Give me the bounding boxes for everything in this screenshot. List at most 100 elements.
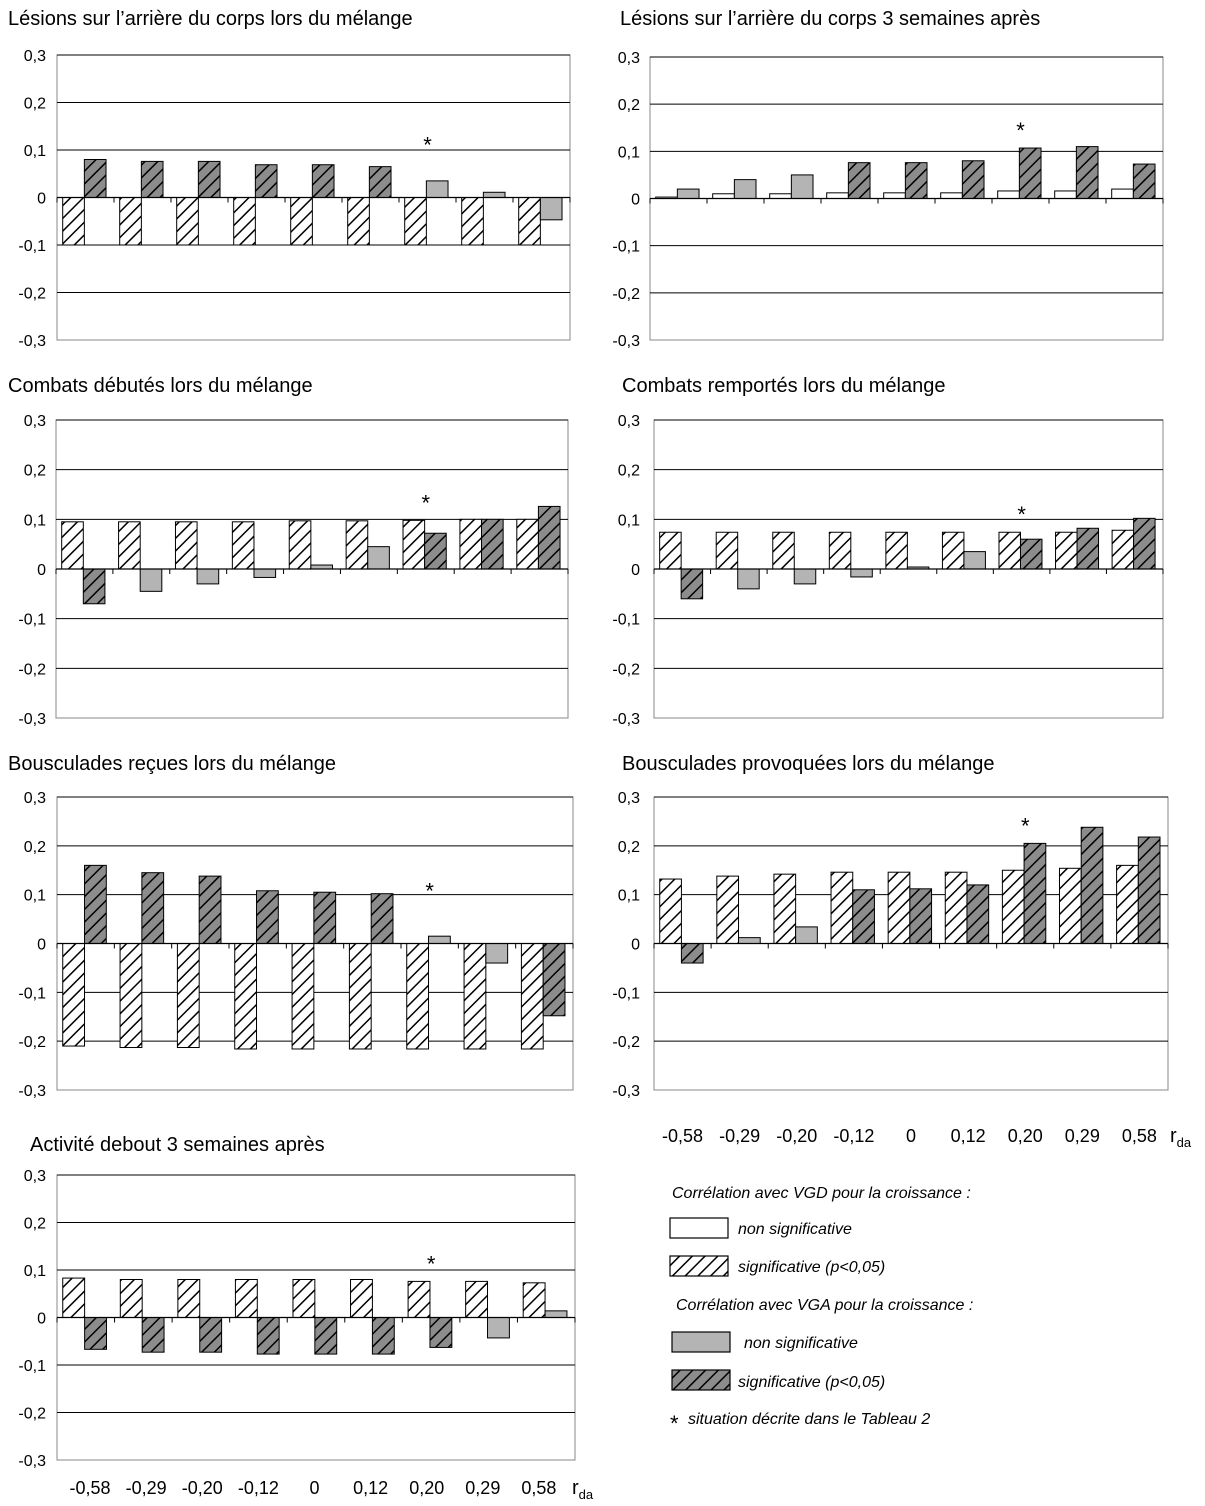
significance-star: * <box>421 490 430 515</box>
x-axis-labels-bottom: -0,58 -0,29 -0,20 -0,12 0 0,12 0,20 0,29 0,58 rda <box>70 1477 594 1502</box>
bar <box>850 568 873 578</box>
bar <box>966 884 990 945</box>
bar <box>998 531 1021 570</box>
y-tick-label: -0,2 <box>18 286 46 303</box>
x-tick-label: 0,58 <box>1122 1126 1157 1146</box>
y-tick-label: -0,3 <box>612 711 640 728</box>
bar <box>1116 864 1139 944</box>
bar <box>887 871 911 944</box>
chart-title: Lésions sur l’arrière du corps lors du m… <box>8 8 413 30</box>
bar <box>314 1317 338 1355</box>
bar <box>481 518 504 570</box>
bar <box>680 943 704 964</box>
legend-vgd-nonsig: non significative <box>738 1221 852 1238</box>
chart-title: Activité debout 3 semaines après <box>30 1134 325 1156</box>
bar <box>1076 527 1100 570</box>
significance-star: * <box>427 1251 436 1276</box>
legend-vgd-sig: significative (p<0,05) <box>738 1259 885 1276</box>
bar <box>904 162 928 200</box>
bar <box>520 943 544 1050</box>
chart-panel: Lésions sur l’arrière du corps lors du m… <box>8 8 571 350</box>
bar <box>680 568 704 600</box>
bar <box>176 943 200 1049</box>
bar <box>371 1317 395 1355</box>
y-tick-label: -0,3 <box>612 1083 640 1100</box>
bar <box>518 197 541 246</box>
bar <box>1080 826 1104 945</box>
bar <box>830 871 854 944</box>
bar <box>826 192 849 199</box>
bar <box>847 162 871 200</box>
bar <box>516 518 539 570</box>
legend: Corrélation avec VGD pour la croissance … <box>669 1185 973 1436</box>
y-tick-label: 0,3 <box>618 790 640 807</box>
x-tick-label: -0,58 <box>662 1126 703 1146</box>
x-axis-title-sub: da <box>1177 1135 1192 1150</box>
bar <box>941 531 965 570</box>
bar <box>790 174 814 200</box>
y-tick-label: -0,2 <box>612 1034 640 1051</box>
bar <box>233 197 256 246</box>
bar <box>997 190 1020 200</box>
bar <box>463 943 487 1050</box>
chart-panel: Activité debout 3 semaines après -0,3 -0,2… <box>18 1134 576 1470</box>
x-tick-label: 0,58 <box>521 1478 556 1498</box>
x-tick-label: 0,29 <box>1065 1126 1100 1146</box>
y-tick-label: 0,3 <box>24 48 46 65</box>
x-tick-label: -0,29 <box>719 1126 760 1146</box>
bar <box>940 192 963 199</box>
legend-swatch-vga-sig <box>671 1369 731 1391</box>
x-tick-label: -0,12 <box>238 1478 279 1498</box>
bar <box>1132 163 1156 199</box>
y-tick-label: -0,3 <box>18 333 46 350</box>
bar <box>139 568 163 592</box>
y-tick-label: 0,2 <box>618 463 640 480</box>
y-tick-label: -0,2 <box>18 1034 46 1051</box>
bar <box>350 1279 373 1318</box>
y-tick-label: 0,1 <box>618 888 640 905</box>
y-tick-label: 0,1 <box>24 1263 46 1280</box>
bar <box>313 891 337 944</box>
bar <box>367 546 390 570</box>
y-tick-label: -0,3 <box>18 1453 46 1470</box>
bar <box>1137 836 1161 944</box>
bar <box>407 1280 431 1319</box>
bar <box>1019 538 1043 570</box>
significance-star: * <box>1021 813 1030 838</box>
x-axis-labels-top: -0,58 -0,29 -0,20 -0,12 0 0,12 0,20 0,29 0,58 rda <box>662 1125 1192 1150</box>
chart-panel: Bousculades reçues lors du mélange -0,3 -0… <box>8 753 574 1100</box>
legend-swatch-vgd-nonsig <box>669 1217 729 1239</box>
y-tick-label: 0 <box>631 192 640 209</box>
y-tick-label: 0,1 <box>618 512 640 529</box>
bar <box>828 531 852 570</box>
bar <box>1111 529 1135 570</box>
x-tick-label: 0,12 <box>951 1126 986 1146</box>
bar <box>1018 147 1042 199</box>
legend-star-text: situation décrite dans le Tableau 2 <box>688 1411 930 1428</box>
chart-title: Combats remportés lors du mélange <box>622 375 945 397</box>
bar <box>140 160 164 198</box>
y-tick-label: 0 <box>37 937 46 954</box>
x-tick-label: -0,29 <box>126 1478 167 1498</box>
x-axis-title-main: r <box>1170 1125 1177 1147</box>
y-tick-label: -0,2 <box>612 286 640 303</box>
bar <box>348 943 372 1050</box>
chart-title: Lésions sur l’arrière du corps 3 semaine… <box>620 8 1040 30</box>
y-tick-label: 0,2 <box>618 97 640 114</box>
bar <box>119 943 143 1049</box>
bar <box>254 164 278 199</box>
bar <box>199 1317 223 1353</box>
bar <box>62 197 85 246</box>
y-tick-label: 0,2 <box>24 1216 46 1233</box>
y-tick-label: -0,1 <box>612 612 640 629</box>
y-tick-label: 0,1 <box>24 888 46 905</box>
bar <box>196 568 220 585</box>
bar <box>370 893 394 945</box>
bar <box>542 943 566 1017</box>
bar <box>1111 188 1134 199</box>
significance-star: * <box>423 133 432 158</box>
y-tick-label: -0,1 <box>18 985 46 1002</box>
x-axis-title: rda <box>1170 1125 1192 1150</box>
y-tick-label: 0,1 <box>24 143 46 160</box>
